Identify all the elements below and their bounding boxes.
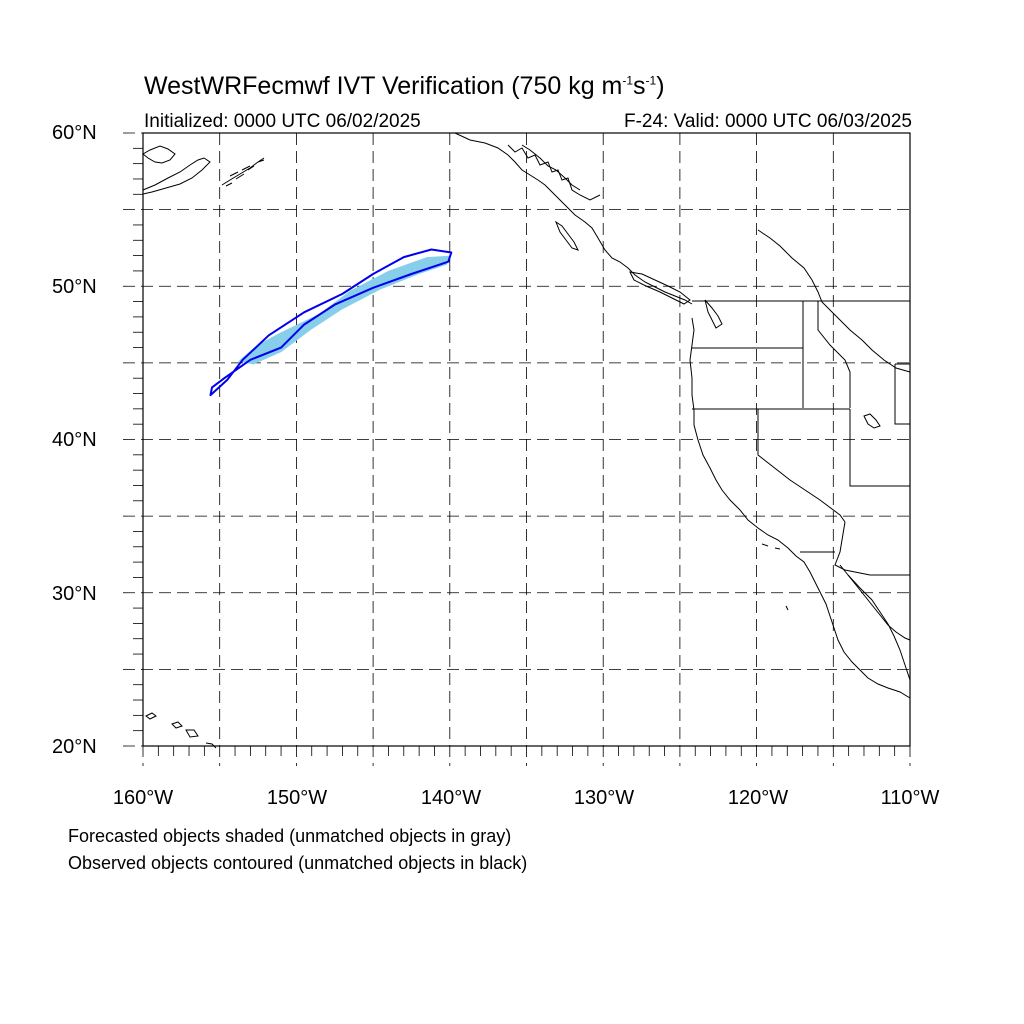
observed-ivt-contour (209, 248, 453, 397)
wyoming-border (894, 363, 910, 425)
aleutian-islands (221, 157, 265, 187)
kamchatka-coast (142, 157, 211, 195)
hawaii-islands (145, 712, 217, 749)
lon-label-140w: 140°W (420, 787, 482, 809)
title-end: ) (656, 72, 665, 100)
lon-label-110w: 110°W (880, 787, 940, 809)
lat-lon-grid (123, 132, 911, 766)
valid-time-label: F-24: Valid: 0000 UTC 06/03/2025 (624, 111, 912, 132)
siberia-coast (142, 145, 176, 164)
haida-gwaii (554, 220, 579, 251)
forecast-note: Forecasted objects shaded (unmatched obj… (68, 826, 512, 846)
title-sup-2: -1 (645, 73, 657, 88)
great-salt-lake (863, 413, 881, 429)
arizona-border (834, 521, 910, 576)
alaska-inlets (507, 144, 601, 201)
channel-islands (761, 543, 789, 611)
lon-label-130w: 130°W (573, 787, 635, 809)
lat-label-50n: 50°N (52, 276, 97, 298)
title-mid: s (633, 72, 646, 100)
puget-sound (704, 299, 723, 329)
idaho-border (802, 301, 851, 408)
mainland-mexico-coast (847, 574, 911, 681)
vancouver-island (629, 271, 691, 305)
map-frame (142, 132, 911, 747)
us-west-coast (689, 317, 911, 699)
coastlines (142, 132, 911, 749)
axis-ticks (133, 147, 896, 756)
map-title: WestWRFecmwf IVT Verification (750 kg m-… (144, 72, 665, 101)
lon-label-150w: 150°W (266, 787, 328, 809)
title-sup-1: -1 (622, 73, 634, 88)
lon-label-160w: 160°W (112, 787, 174, 809)
canada-inland-line (757, 229, 911, 373)
init-time-label: Initialized: 0000 UTC 06/02/2025 (144, 111, 421, 132)
baja-east-coast (839, 564, 911, 641)
lon-label-120w: 120°W (727, 787, 789, 809)
alaska-panhandle-coast (454, 132, 693, 305)
lat-label-20n: 20°N (52, 736, 97, 758)
lat-label-60n: 60°N (52, 122, 97, 144)
alaska-border (521, 144, 581, 191)
nevada-border (757, 409, 846, 523)
observed-note: Observed objects contoured (unmatched ob… (68, 853, 528, 873)
lat-label-40n: 40°N (52, 429, 97, 451)
title-text: WestWRFecmwf IVT Verification (750 kg m (144, 72, 623, 100)
lat-label-30n: 30°N (52, 583, 97, 605)
utah-border (849, 409, 910, 487)
